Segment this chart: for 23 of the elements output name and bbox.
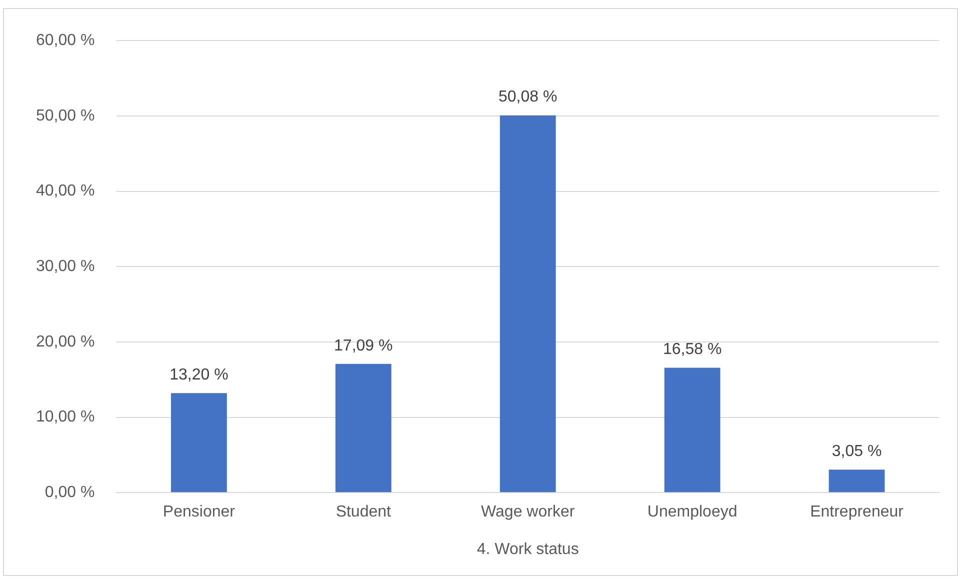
x-tick-label: Pensioner: [162, 504, 236, 521]
bar: [828, 470, 885, 492]
x-tick-label: Unemploeyd: [647, 504, 738, 521]
data-label: 13,20 %: [170, 366, 228, 384]
bar: [664, 368, 720, 492]
y-tick-label: 10,00 %: [36, 408, 95, 426]
x-tick-label: Student: [336, 504, 392, 521]
x-tick-label: Wage worker: [481, 504, 576, 521]
y-tick-label: 50,00 %: [36, 107, 95, 124]
data-label: 17,09 %: [334, 337, 393, 354]
data-label: 3,05 %: [832, 443, 882, 460]
y-tick-label: 30,00 %: [36, 258, 95, 276]
y-tick-label: 60,00 %: [36, 32, 95, 50]
x-tick-label: Entrepreneur: [810, 504, 904, 521]
bar: [170, 393, 227, 492]
x-axis-title: 4. Work status: [476, 540, 579, 558]
bar: [500, 115, 556, 492]
y-tick-label: 40,00 %: [36, 182, 95, 200]
y-tick-label: 20,00 %: [36, 333, 95, 350]
data-label: 16,58 %: [662, 341, 722, 358]
bar: [335, 364, 392, 492]
data-label: 50,08 %: [498, 88, 558, 106]
y-tick-label: 0,00 %: [44, 484, 95, 502]
